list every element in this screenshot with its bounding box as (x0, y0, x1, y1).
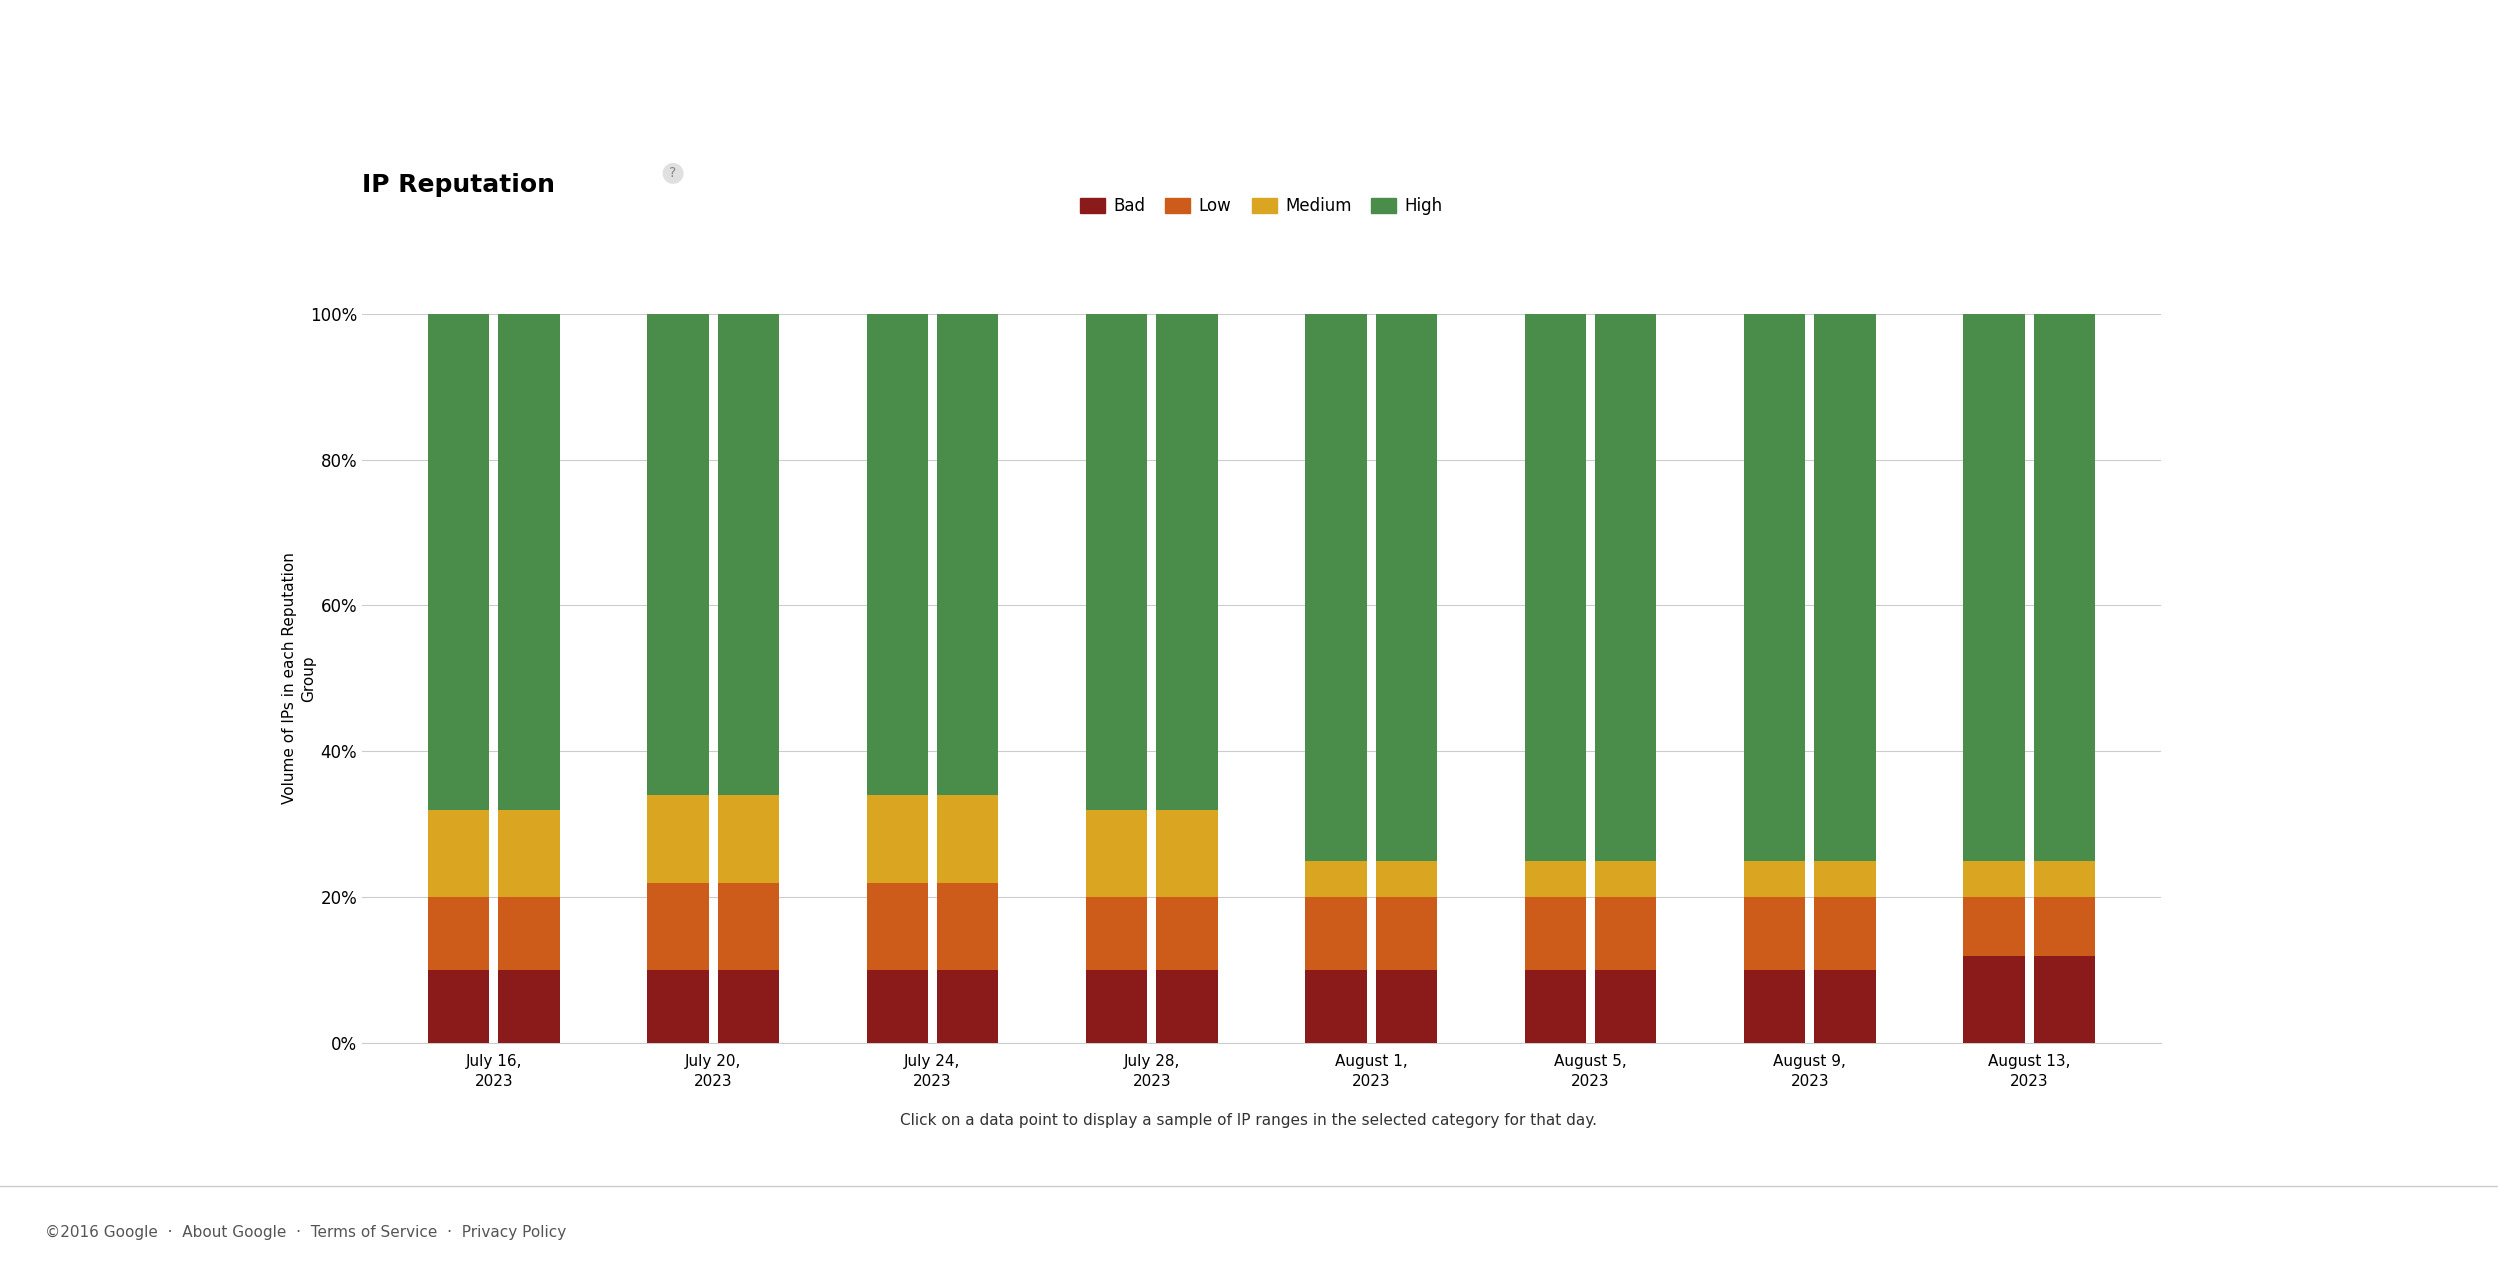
Bar (1963, 956, 2026, 1043)
Bar (717, 795, 779, 883)
Bar (867, 970, 929, 1043)
Text: ?: ? (669, 166, 677, 180)
Bar (1157, 897, 1217, 970)
Bar (1087, 897, 1147, 970)
Bar (867, 795, 929, 883)
Bar (1594, 314, 1656, 860)
Bar (497, 314, 560, 810)
Bar (717, 314, 779, 795)
Bar (1087, 970, 1147, 1043)
Bar (497, 897, 560, 970)
Legend: Bad, Low, Medium, High: Bad, Low, Medium, High (1074, 191, 1449, 221)
Bar (1376, 860, 1436, 897)
Bar (1524, 897, 1586, 970)
Bar (427, 314, 490, 810)
Bar (1157, 970, 1217, 1043)
Bar (1744, 970, 1806, 1043)
Bar (867, 883, 929, 970)
Text: ©2016 Google  ·  About Google  ·  Terms of Service  ·  Privacy Policy: ©2016 Google · About Google · Terms of S… (45, 1225, 567, 1239)
Bar (1963, 860, 2026, 897)
Bar (427, 897, 490, 970)
Bar (497, 810, 560, 897)
Bar (937, 795, 999, 883)
Bar (1814, 970, 1876, 1043)
Bar (1524, 970, 1586, 1043)
Bar (1963, 314, 2026, 860)
Bar (937, 314, 999, 795)
Bar (1744, 314, 1806, 860)
Bar (1376, 314, 1436, 860)
Bar (1594, 860, 1656, 897)
Bar (2033, 860, 2096, 897)
Bar (1814, 897, 1876, 970)
Text: ›: › (412, 38, 420, 58)
Y-axis label: Volume of IPs in each Reputation
Group: Volume of IPs in each Reputation Group (282, 553, 317, 804)
Text: IP Reputation: IP Reputation (362, 173, 555, 197)
Bar (497, 970, 560, 1043)
Bar (2033, 314, 2096, 860)
Bar (1087, 314, 1147, 810)
Bar (1306, 970, 1366, 1043)
Bar (1157, 314, 1217, 810)
Bar (1814, 314, 1876, 860)
Text: ⋮: ⋮ (2406, 33, 2436, 63)
Bar (647, 883, 709, 970)
Bar (1376, 897, 1436, 970)
Bar (2033, 956, 2096, 1043)
Bar (1594, 897, 1656, 970)
Text: IP Reputation ▾: IP Reputation ▾ (462, 38, 617, 58)
Bar (647, 795, 709, 883)
Bar (1963, 897, 2026, 956)
Bar (1157, 810, 1217, 897)
Bar (937, 970, 999, 1043)
Bar (1087, 810, 1147, 897)
Text: ›: › (295, 38, 302, 58)
Text: ▾: ▾ (350, 41, 357, 55)
Text: Last 30 days ▾: Last 30 days ▾ (1936, 38, 2086, 58)
Bar (717, 970, 779, 1043)
Bar (1306, 314, 1366, 860)
Bar (937, 883, 999, 970)
Text: Postmaster Tools: Postmaster Tools (45, 38, 247, 58)
Bar (1306, 860, 1366, 897)
Bar (1744, 860, 1806, 897)
Bar (1524, 314, 1586, 860)
Bar (2033, 897, 2096, 956)
Bar (1306, 897, 1366, 970)
Bar (717, 883, 779, 970)
Bar (1524, 860, 1586, 897)
Bar (427, 810, 490, 897)
Bar (647, 314, 709, 795)
Bar (1814, 860, 1876, 897)
Bar (1376, 970, 1436, 1043)
Bar (867, 314, 929, 795)
Text: Click on a data point to display a sample of IP ranges in the selected category : Click on a data point to display a sampl… (899, 1112, 1599, 1128)
Bar (647, 970, 709, 1043)
Bar (1594, 970, 1656, 1043)
Bar (427, 970, 490, 1043)
Bar (1744, 897, 1806, 970)
